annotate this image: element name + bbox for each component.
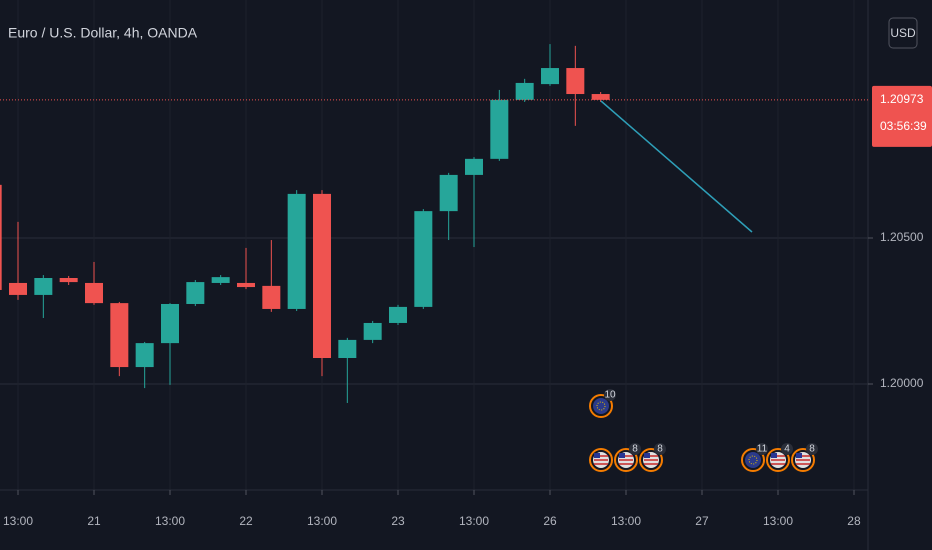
candle-body	[566, 68, 585, 95]
event-badge	[806, 443, 818, 455]
candle-body	[211, 277, 230, 283]
candle-body	[186, 282, 205, 304]
candle-body	[464, 158, 483, 175]
currency-button[interactable]	[888, 17, 918, 49]
forecast-line	[600, 100, 753, 233]
candle-body	[312, 193, 331, 359]
us-canton	[771, 453, 777, 458]
candle-body	[414, 211, 433, 307]
us-canton	[619, 453, 625, 458]
event-count: 8	[809, 444, 815, 455]
event-ring	[791, 448, 815, 472]
candle-body	[59, 277, 78, 283]
candle-body	[262, 285, 281, 309]
us-canton	[644, 453, 650, 458]
candle-body	[540, 68, 559, 85]
x-tick-label: 26	[543, 514, 557, 528]
candle-body	[388, 306, 407, 323]
event-badge	[629, 443, 641, 455]
event-ring	[639, 448, 663, 472]
currency-label[interactable]: USD	[890, 26, 916, 40]
event-ring	[589, 394, 613, 418]
candle-body	[591, 94, 610, 100]
countdown-label: 03:56:39	[880, 119, 927, 133]
us-canton	[796, 453, 802, 458]
candle-body	[338, 339, 357, 359]
event-count: 11	[757, 444, 768, 455]
event-count: 10	[604, 390, 616, 401]
y-tick-label: 1.20000	[880, 376, 924, 390]
x-tick-label: 13:00	[763, 514, 793, 528]
x-tick-label: 13:00	[459, 514, 489, 528]
events: 10 8 8 11 4 8	[589, 389, 818, 472]
eu-flag	[593, 398, 609, 414]
candle-body	[439, 174, 458, 212]
event-badge	[756, 443, 768, 455]
eu-stars	[596, 401, 606, 411]
candle-body	[0, 184, 2, 290]
x-tick-label: 13:00	[307, 514, 337, 528]
event-ring	[766, 448, 790, 472]
event-count: 8	[657, 444, 663, 455]
x-tick-label: 13:00	[611, 514, 641, 528]
candle-body	[110, 303, 129, 368]
y-tick-label: 1.20500	[880, 230, 924, 244]
last-price-box	[872, 85, 932, 147]
event-ring	[741, 448, 765, 472]
us-canton	[594, 453, 600, 458]
eu-stars	[748, 455, 758, 465]
candle-body	[515, 82, 534, 100]
event-ring	[614, 448, 638, 472]
candle-body	[363, 322, 382, 340]
chart-title: Euro / U.S. Dollar, 4h, OANDA	[8, 25, 198, 41]
event-count: 4	[784, 444, 790, 455]
x-tick-label: 13:00	[155, 514, 185, 528]
event-badge	[604, 389, 616, 401]
event-ring	[589, 448, 613, 472]
candle-body	[236, 282, 255, 288]
candle-body	[287, 193, 306, 309]
candle-body	[84, 282, 103, 304]
x-tick-label: 27	[695, 514, 709, 528]
eu-flag	[745, 452, 761, 468]
event-badge	[654, 443, 666, 455]
candles	[0, 44, 610, 403]
candle-body	[9, 282, 27, 295]
x-tick-label: 13:00	[3, 514, 33, 528]
x-tick-label: 22	[239, 514, 253, 528]
candle-body	[34, 277, 53, 295]
grid	[0, 0, 868, 490]
candle-body	[135, 343, 154, 368]
event-badge	[781, 443, 793, 455]
candle-body	[490, 99, 509, 159]
x-tick-label: 28	[847, 514, 861, 528]
x-tick-label: 23	[391, 514, 405, 528]
x-tick-label: 21	[87, 514, 101, 528]
event-count: 8	[632, 444, 638, 455]
last-price-label: 1.20973	[880, 92, 924, 106]
candle-body	[160, 303, 179, 344]
